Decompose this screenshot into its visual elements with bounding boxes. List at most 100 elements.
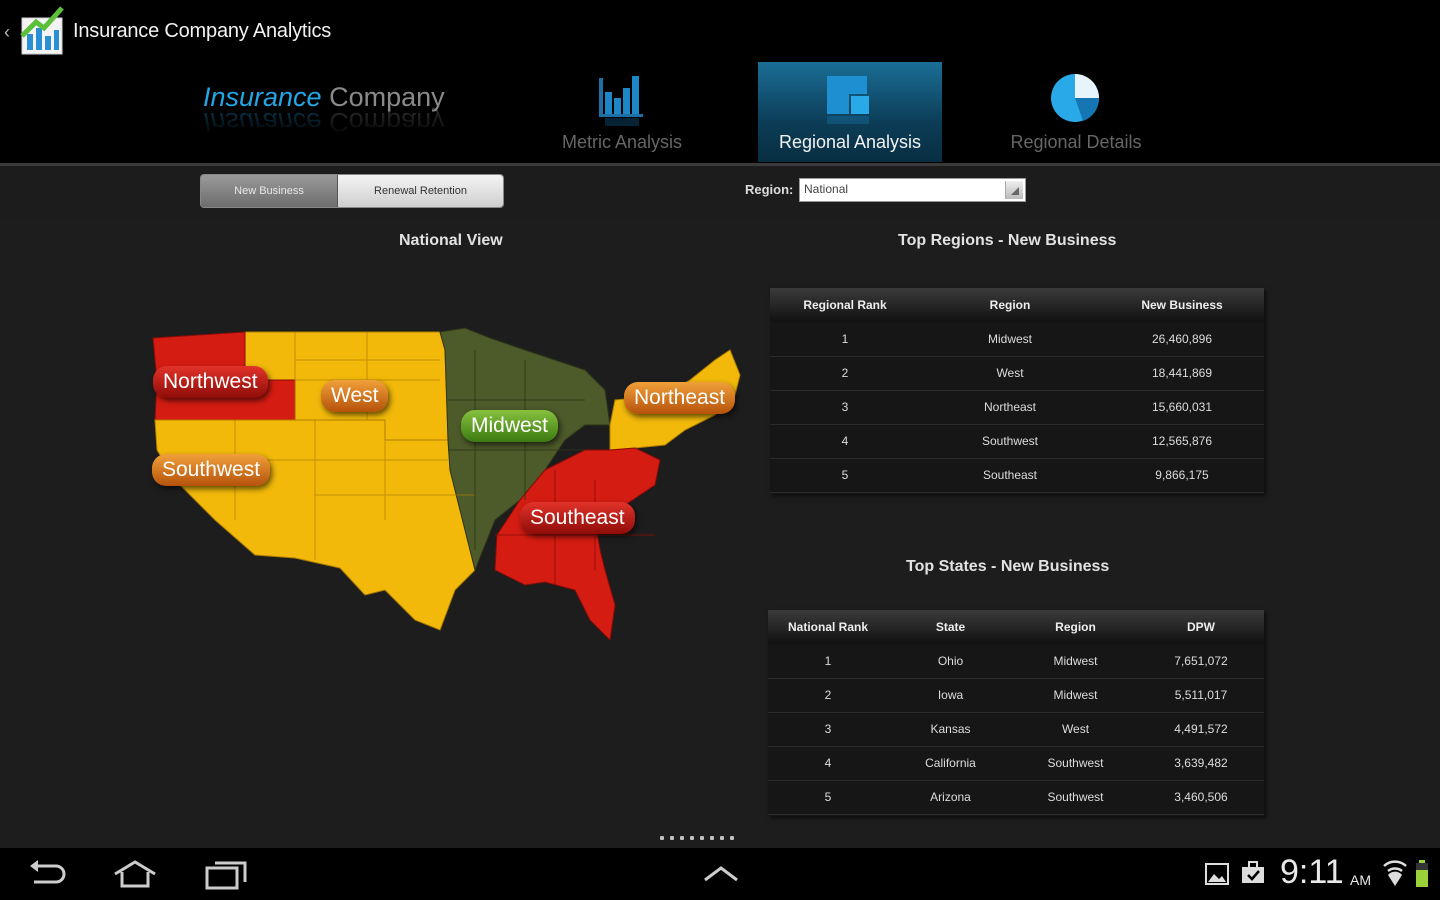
tab-label: Regional Details	[1010, 132, 1142, 152]
column-header[interactable]: New Business	[1100, 288, 1264, 322]
column-header[interactable]: Region	[1013, 610, 1138, 644]
header-divider	[0, 163, 1440, 166]
page-dot[interactable]	[660, 836, 664, 840]
top-regions-title: Top Regions - New Business	[898, 232, 1117, 249]
cell-rank: 4	[770, 424, 920, 459]
cell-value: 4,491,572	[1138, 712, 1264, 747]
cell-value: 9,866,175	[1100, 458, 1264, 493]
battery-icon	[1416, 860, 1428, 887]
cell-value: 18,441,869	[1100, 356, 1264, 391]
tab-metric-analysis[interactable]: Metric Analysis	[530, 62, 714, 162]
column-header[interactable]: State	[888, 610, 1013, 644]
table-row[interactable]: 1 Ohio Midwest 7,651,072	[768, 644, 1264, 679]
cell-value: 3,460,506	[1138, 780, 1264, 815]
recent-apps-icon[interactable]	[205, 860, 247, 890]
page-dot[interactable]	[720, 836, 724, 840]
top-states-table: National Rank State Region DPW 1 Ohio Midw…	[768, 610, 1264, 815]
cell-region: Midwest	[1013, 678, 1138, 713]
cell-rank: 3	[770, 390, 920, 425]
regional-map-icon	[827, 76, 869, 124]
page-dot[interactable]	[690, 836, 694, 840]
page-dot[interactable]	[680, 836, 684, 840]
back-icon[interactable]	[28, 860, 68, 888]
map-label-west[interactable]: West	[321, 380, 389, 412]
company-logo-reflection: Insurance Company	[203, 107, 445, 137]
cell-region: Midwest	[1013, 644, 1138, 679]
cell-region: Midwest	[920, 322, 1100, 357]
page-dot[interactable]	[730, 836, 734, 840]
cell-region: West	[920, 356, 1100, 391]
cell-region: Southwest	[920, 424, 1100, 459]
cell-value: 12,565,876	[1100, 424, 1264, 459]
gallery-icon	[1205, 863, 1229, 885]
segment-renewal-retention[interactable]: Renewal Retention	[338, 175, 503, 207]
table-row[interactable]: 1 Midwest 26,460,896	[770, 322, 1264, 357]
page-dot[interactable]	[670, 836, 674, 840]
business-type-segmented-control: New Business Renewal Retention	[200, 174, 504, 208]
cell-value: 5,511,017	[1138, 678, 1264, 713]
cell-value: 26,460,896	[1100, 322, 1264, 357]
company-logo: Insurance Company	[203, 82, 445, 112]
column-header[interactable]: DPW	[1138, 610, 1264, 644]
cell-state: Ohio	[888, 644, 1013, 679]
cell-rank: 1	[768, 644, 888, 679]
cell-rank: 5	[768, 780, 888, 815]
tab-regional-details[interactable]: Regional Details	[984, 62, 1168, 162]
system-navigation-bar: 9:11 AM	[0, 848, 1440, 900]
cell-rank: 2	[770, 356, 920, 391]
table-row[interactable]: 4 Southwest 12,565,876	[770, 424, 1264, 459]
map-label-southwest[interactable]: Southwest	[152, 454, 271, 486]
table-row[interactable]: 2 West 18,441,869	[770, 356, 1264, 391]
clock-time: 9:11	[1280, 853, 1344, 891]
table-header-row: Regional Rank Region New Business	[770, 288, 1264, 322]
cell-rank: 2	[768, 678, 888, 713]
back-chevron-icon[interactable]: ‹	[4, 22, 10, 42]
clock-ampm: AM	[1350, 872, 1371, 888]
cell-state: Kansas	[888, 712, 1013, 747]
cell-region: Northeast	[920, 390, 1100, 425]
dropdown-arrow-icon[interactable]	[1005, 181, 1023, 199]
column-header[interactable]: Regional Rank	[770, 288, 920, 322]
map-region-southeast	[494, 447, 661, 642]
map-label-midwest[interactable]: Midwest	[461, 410, 559, 442]
cell-rank: 5	[770, 458, 920, 493]
tab-label: Regional Analysis	[778, 132, 922, 152]
cell-value: 3,639,482	[1138, 746, 1264, 781]
top-states-title: Top States - New Business	[906, 558, 1110, 575]
home-icon[interactable]	[112, 860, 158, 888]
map-label-northwest[interactable]: Northwest	[153, 366, 268, 398]
table-row[interactable]: 3 Northeast 15,660,031	[770, 390, 1264, 425]
briefcase-check-icon	[1242, 861, 1264, 883]
page-dot[interactable]	[710, 836, 714, 840]
table-row[interactable]: 2 Iowa Midwest 5,511,017	[768, 678, 1264, 713]
map-label-northeast[interactable]: Northeast	[624, 382, 736, 414]
column-header[interactable]: Region	[920, 288, 1100, 322]
chevron-up-icon[interactable]	[703, 866, 739, 882]
tab-label: Metric Analysis	[561, 132, 683, 152]
cell-region: Southeast	[920, 458, 1100, 493]
app-logo-icon[interactable]	[18, 6, 66, 56]
table-row[interactable]: 3 Kansas West 4,491,572	[768, 712, 1264, 747]
cell-region: Southwest	[1013, 746, 1138, 781]
cell-rank: 1	[770, 322, 920, 357]
region-select-value: National	[804, 182, 849, 196]
table-header-row: National Rank State Region DPW	[768, 610, 1264, 644]
map-title: National View	[399, 232, 503, 249]
action-bar: ‹ Insurance Company Analytics	[0, 0, 1440, 66]
cell-state: Iowa	[888, 678, 1013, 713]
table-row[interactable]: 5 Arizona Southwest 3,460,506	[768, 780, 1264, 815]
tab-regional-analysis[interactable]: Regional Analysis	[758, 62, 942, 162]
top-regions-table: Regional Rank Region New Business 1 Midwe…	[770, 288, 1264, 493]
segment-new-business[interactable]: New Business	[201, 175, 338, 207]
filter-toolbar: New Business Renewal Retention Region: N…	[0, 166, 1440, 218]
table-row[interactable]: 5 Southeast 9,866,175	[770, 458, 1264, 493]
page-dot[interactable]	[700, 836, 704, 840]
region-select[interactable]: National	[799, 178, 1026, 202]
column-header[interactable]: National Rank	[768, 610, 888, 644]
cell-region: West	[1013, 712, 1138, 747]
app-title: Insurance Company Analytics	[73, 20, 332, 42]
cell-rank: 4	[768, 746, 888, 781]
map-label-southeast[interactable]: Southeast	[520, 502, 635, 534]
table-row[interactable]: 4 California Southwest 3,639,482	[768, 746, 1264, 781]
cell-region: Southwest	[1013, 780, 1138, 815]
